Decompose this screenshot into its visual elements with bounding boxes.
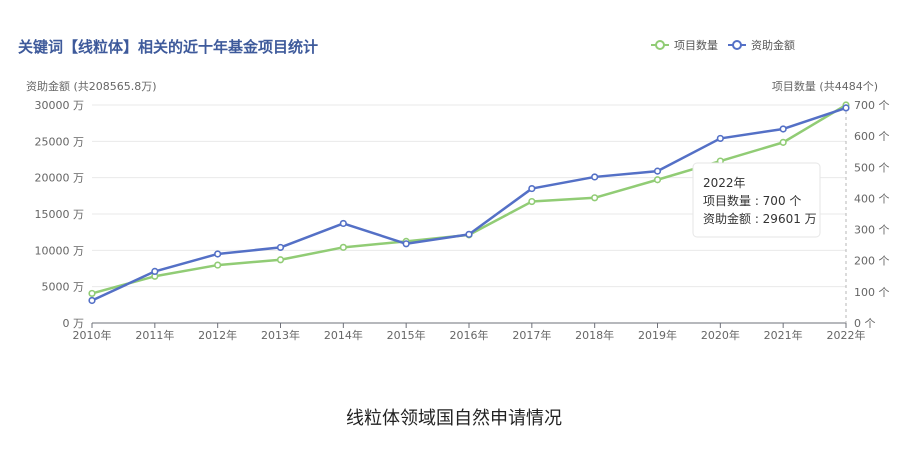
left-tick-label: 30000 万 — [35, 99, 85, 112]
x-tick-label: 2017年 — [512, 328, 551, 342]
data-point[interactable] — [528, 184, 536, 193]
data-point[interactable] — [591, 194, 599, 202]
x-tick-label: 2018年 — [575, 328, 614, 342]
legend-label-funding: 资助金额 — [751, 38, 795, 52]
data-point[interactable] — [276, 256, 285, 264]
legend-item-funding[interactable]: 资助金额 — [728, 38, 795, 52]
right-tick-label: 300 个 — [854, 224, 890, 237]
data-point[interactable] — [339, 219, 347, 228]
legend-marker-projects — [655, 40, 665, 50]
legend[interactable]: 项目数量 资助金额 — [651, 38, 795, 52]
series-layer — [88, 101, 850, 305]
x-tick-label: 2015年 — [387, 328, 426, 342]
data-point[interactable] — [151, 267, 159, 276]
left-tick-label: 5000 万 — [42, 281, 85, 294]
data-point[interactable] — [653, 167, 662, 175]
data-point[interactable] — [88, 289, 96, 298]
left-tick-label: 25000 万 — [35, 135, 85, 148]
left-tick-label: 20000 万 — [35, 172, 85, 185]
left-tick-label: 0 万 — [63, 317, 85, 330]
data-point[interactable] — [214, 261, 222, 269]
data-point[interactable] — [276, 243, 285, 252]
x-tick-label: 2012年 — [198, 328, 237, 342]
tooltip-line-projects: 项目数量 : 700 个 — [703, 193, 801, 208]
left-tick-label: 15000 万 — [35, 208, 85, 221]
left-tick-label: 10000 万 — [35, 244, 85, 257]
data-point[interactable] — [591, 173, 599, 181]
x-tick-label: 2011年 — [135, 328, 174, 342]
tooltip-header: 2022年 — [703, 176, 746, 190]
data-point[interactable] — [779, 125, 787, 133]
right-tick-label: 0 个 — [854, 317, 876, 330]
data-point[interactable] — [465, 230, 473, 238]
right-tick-label: 500 个 — [854, 161, 890, 174]
x-tick-label: 2019年 — [638, 328, 677, 342]
data-point[interactable] — [842, 104, 850, 112]
data-point[interactable] — [214, 250, 222, 258]
axes: 0 万 5000 万 10000 万 15000 万 20000 万 25000 万 300… — [35, 99, 890, 342]
right-tick-label: 200 个 — [854, 255, 890, 268]
data-point[interactable] — [88, 296, 96, 305]
legend-label-projects: 项目数量 — [674, 39, 718, 52]
x-tick-label: 2022年 — [827, 328, 866, 342]
right-tick-label: 100 个 — [854, 286, 890, 299]
figure-caption: 线粒体领域国自然申请情况 — [346, 408, 562, 429]
right-axis-name: 项目数量 (共4484个) — [772, 80, 878, 93]
x-tick-label: 2014年 — [324, 328, 363, 342]
tooltip-line-funding: 资助金额 : 29601 万 — [703, 211, 817, 226]
chart-title: 关键词【线粒体】相关的近十年基金项目统计 — [18, 38, 318, 56]
right-tick-label: 400 个 — [854, 192, 890, 205]
data-point[interactable] — [528, 197, 536, 206]
x-tick-label: 2016年 — [450, 328, 489, 342]
legend-item-projects[interactable]: 项目数量 — [651, 39, 718, 52]
data-point[interactable] — [653, 176, 662, 184]
x-tick-label: 2020年 — [701, 328, 740, 342]
data-point[interactable] — [779, 138, 787, 146]
tooltip-box — [692, 162, 821, 238]
data-point[interactable] — [402, 240, 410, 248]
x-tick-label: 2013年 — [261, 328, 300, 342]
x-tick-label: 2021年 — [764, 328, 803, 342]
left-axis-name: 资助金额 (共208565.8万) — [26, 79, 157, 93]
x-tick-label: 2010年 — [73, 328, 112, 342]
tooltip: 2022年 项目数量 : 700 个 资助金额 : 29601 万 — [692, 162, 821, 238]
data-point[interactable] — [339, 243, 347, 251]
right-tick-label: 700 个 — [854, 99, 890, 112]
right-tick-label: 600 个 — [854, 130, 890, 143]
legend-marker-funding — [732, 40, 742, 50]
data-point[interactable] — [716, 134, 724, 143]
